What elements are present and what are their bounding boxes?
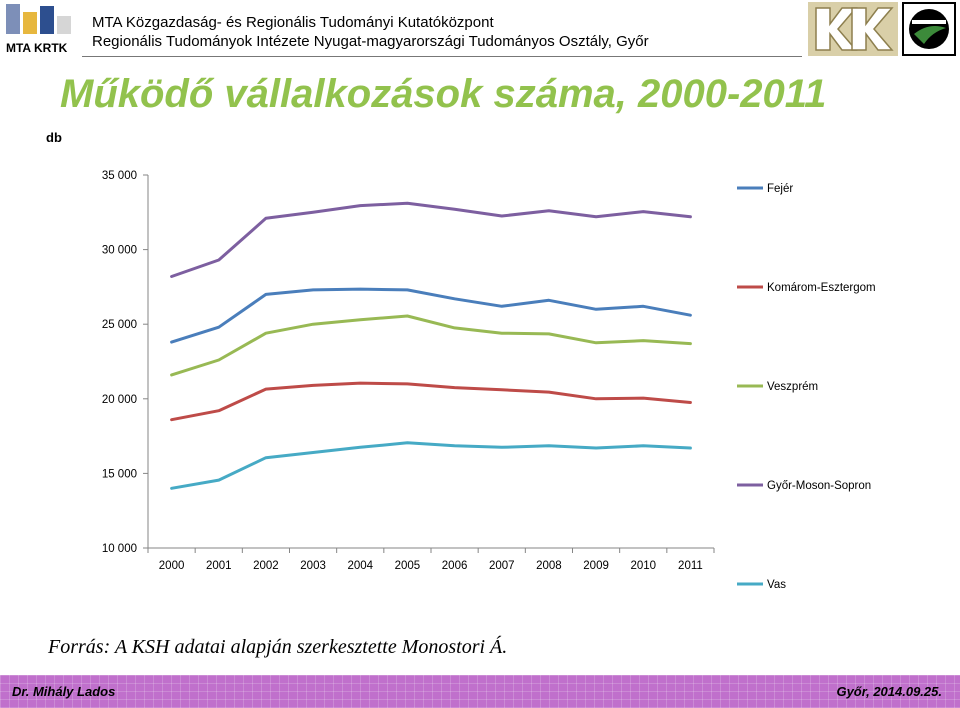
line-chart: 10 000 15 000 20 000 25 000 30 000 35 000 2000… bbox=[102, 170, 876, 591]
org-line-2: Regionális Tudományok Intézete Nyugat-ma… bbox=[92, 33, 649, 50]
x-tick-label: 2003 bbox=[300, 560, 326, 572]
legend-label: Győr-Moson-Sopron bbox=[767, 480, 871, 492]
header-divider bbox=[82, 56, 802, 57]
footer-place-date: Győr, 2014.09.25. bbox=[836, 684, 942, 699]
footer-author: Dr. Mihály Lados bbox=[12, 684, 116, 699]
x-tick-label: 2011 bbox=[678, 560, 703, 572]
chart-series bbox=[170, 201, 692, 490]
x-tick-label: 2001 bbox=[206, 560, 232, 572]
slide-title: Működő vállalkozások száma, 2000-2011 bbox=[60, 72, 827, 116]
header: MTA KRTK MTA Közgazdaság- és Regionális … bbox=[0, 0, 960, 60]
y-tick-label: 20 000 bbox=[102, 394, 137, 406]
source-note: Forrás: A KSH adatai alapján szerkesztet… bbox=[48, 636, 508, 658]
rkk-logo bbox=[808, 2, 898, 56]
x-tick-label: 2009 bbox=[583, 560, 609, 572]
y-tick-label: 35 000 bbox=[102, 170, 137, 182]
unit-label: db bbox=[46, 130, 62, 145]
logo-text: MTA KRTK bbox=[6, 41, 68, 55]
series-line bbox=[170, 287, 692, 344]
x-tick-label: 2005 bbox=[395, 560, 421, 572]
institute-seal-logo bbox=[902, 2, 956, 56]
chart-legend: Fejér Komárom-Esztergom Veszprém Győr-Moson… bbox=[737, 183, 876, 591]
organization-name: MTA Közgazdaság- és Regionális Tudományi… bbox=[92, 13, 649, 51]
x-tick-label: 2007 bbox=[489, 560, 515, 572]
x-tick-label: 2004 bbox=[347, 560, 373, 572]
chart-axes: 10 000 15 000 20 000 25 000 30 000 35 000 2000… bbox=[102, 170, 715, 572]
mta-krtk-logo: MTA KRTK bbox=[6, 4, 71, 55]
x-tick-label: 2000 bbox=[159, 560, 185, 572]
y-tick-label: 30 000 bbox=[102, 245, 137, 257]
x-tick-label: 2006 bbox=[442, 560, 468, 572]
y-tick-label: 10 000 bbox=[102, 543, 137, 555]
legend-label: Veszprém bbox=[767, 381, 818, 393]
footer-bar: Dr. Mihály Lados Győr, 2014.09.25. bbox=[0, 675, 960, 708]
y-tick-label: 25 000 bbox=[102, 319, 137, 331]
series-line bbox=[170, 201, 692, 278]
legend-label: Komárom-Esztergom bbox=[767, 282, 876, 294]
org-line-1: MTA Közgazdaság- és Regionális Tudományi… bbox=[92, 14, 494, 31]
legend-label: Fejér bbox=[767, 183, 793, 195]
x-tick-label: 2010 bbox=[630, 560, 656, 572]
x-tick-label: 2002 bbox=[253, 560, 279, 572]
y-tick-label: 15 000 bbox=[102, 468, 137, 480]
x-tick-label: 2008 bbox=[536, 560, 562, 572]
series-line bbox=[170, 381, 692, 422]
series-line bbox=[170, 314, 692, 377]
legend-label: Vas bbox=[767, 579, 786, 591]
series-line bbox=[170, 441, 692, 490]
